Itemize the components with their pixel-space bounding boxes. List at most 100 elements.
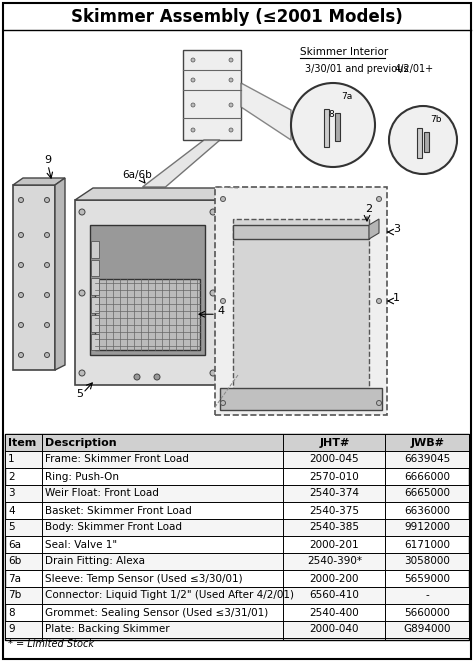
Circle shape	[45, 197, 49, 203]
Circle shape	[291, 83, 375, 167]
Text: Connector: Liquid Tight 1/2" (Used After 4/2/01): Connector: Liquid Tight 1/2" (Used After…	[45, 591, 294, 600]
Bar	[91, 297, 99, 313]
Text: 2540-390*: 2540-390*	[307, 557, 362, 567]
Text: 6636000: 6636000	[404, 506, 450, 516]
Bar	[324, 109, 329, 147]
Polygon shape	[55, 178, 65, 370]
Text: Plate: Backing Skimmer: Plate: Backing Skimmer	[45, 624, 170, 634]
Text: 2000-040: 2000-040	[310, 624, 359, 634]
Text: 2540-385: 2540-385	[310, 522, 359, 532]
Text: JWB#: JWB#	[410, 438, 444, 448]
Circle shape	[154, 374, 160, 380]
Circle shape	[134, 374, 140, 380]
Polygon shape	[241, 83, 291, 140]
Text: 7a: 7a	[341, 92, 352, 101]
Polygon shape	[75, 188, 238, 200]
Text: 9: 9	[8, 624, 15, 634]
Text: 2540-374: 2540-374	[310, 489, 359, 498]
Circle shape	[229, 78, 233, 82]
Circle shape	[18, 197, 24, 203]
Text: 5: 5	[76, 389, 83, 399]
Bar	[91, 334, 99, 350]
Bar	[335, 113, 340, 141]
Text: Frame: Skimmer Front Load: Frame: Skimmer Front Load	[45, 455, 189, 465]
Text: 8: 8	[8, 608, 15, 618]
Text: 6171000: 6171000	[404, 540, 450, 549]
Text: 6a: 6a	[8, 540, 21, 549]
Text: Seal: Valve 1": Seal: Valve 1"	[45, 540, 117, 549]
Text: 3/30/01 and previous: 3/30/01 and previous	[305, 64, 409, 74]
Circle shape	[191, 103, 195, 107]
Polygon shape	[143, 140, 220, 187]
Circle shape	[389, 106, 457, 174]
Text: Drain Fitting: Alexa: Drain Fitting: Alexa	[45, 557, 145, 567]
Bar	[5, 434, 469, 640]
Text: -: -	[425, 591, 429, 600]
Circle shape	[79, 370, 85, 376]
Circle shape	[191, 58, 195, 62]
Text: 1: 1	[393, 293, 400, 303]
Text: 8: 8	[328, 110, 334, 119]
Text: 5659000: 5659000	[404, 573, 450, 583]
Text: 3058000: 3058000	[404, 557, 450, 567]
Text: Body: Skimmer Front Load: Body: Skimmer Front Load	[45, 522, 182, 532]
Bar	[91, 278, 99, 295]
Circle shape	[220, 401, 226, 406]
Circle shape	[191, 128, 195, 132]
Text: 7b: 7b	[430, 115, 441, 124]
Circle shape	[210, 290, 216, 296]
Text: 6560-410: 6560-410	[310, 591, 359, 600]
Text: 2000-200: 2000-200	[310, 573, 359, 583]
Circle shape	[79, 290, 85, 296]
Circle shape	[191, 78, 195, 82]
Text: Description: Description	[45, 438, 117, 448]
Bar	[5, 451, 469, 468]
Bar	[91, 260, 99, 276]
Text: 4: 4	[8, 506, 15, 516]
Text: 2: 2	[365, 204, 372, 214]
Text: Skimmer Interior: Skimmer Interior	[300, 47, 388, 57]
Text: 1: 1	[8, 455, 15, 465]
Circle shape	[18, 322, 24, 328]
Text: G894000: G894000	[403, 624, 451, 634]
Bar	[5, 621, 469, 638]
Bar	[75, 200, 220, 385]
Bar	[95, 279, 200, 350]
Circle shape	[220, 299, 226, 303]
Text: 3: 3	[393, 224, 400, 234]
Bar	[5, 485, 469, 502]
Text: 9: 9	[45, 155, 52, 165]
Circle shape	[45, 352, 49, 357]
Bar	[424, 132, 429, 152]
Text: 6a/6b: 6a/6b	[123, 170, 152, 180]
Text: 6665000: 6665000	[404, 489, 450, 498]
Polygon shape	[369, 219, 379, 239]
Text: Grommet: Sealing Sensor (Used ≤3/31/01): Grommet: Sealing Sensor (Used ≤3/31/01)	[45, 608, 268, 618]
Text: 4/2/01+: 4/2/01+	[395, 64, 434, 74]
Bar	[417, 128, 422, 158]
Circle shape	[18, 293, 24, 297]
Text: Sleeve: Temp Sensor (Used ≤3/30/01): Sleeve: Temp Sensor (Used ≤3/30/01)	[45, 573, 243, 583]
Bar	[13, 185, 55, 370]
Bar	[215, 187, 387, 415]
Text: 2000-201: 2000-201	[310, 540, 359, 549]
Text: 6666000: 6666000	[404, 471, 450, 481]
Bar	[183, 50, 241, 140]
Bar	[90, 225, 205, 355]
Circle shape	[229, 128, 233, 132]
Text: 4: 4	[217, 307, 224, 316]
Circle shape	[45, 293, 49, 297]
Bar	[5, 553, 469, 570]
Text: 6b: 6b	[8, 557, 21, 567]
Text: 5: 5	[8, 522, 15, 532]
Text: 5660000: 5660000	[404, 608, 450, 618]
Text: 2: 2	[8, 471, 15, 481]
Bar	[5, 519, 469, 536]
Circle shape	[18, 232, 24, 238]
Text: * = Limited Stock: * = Limited Stock	[8, 639, 94, 649]
Circle shape	[45, 322, 49, 328]
Bar	[91, 315, 99, 332]
Polygon shape	[13, 178, 65, 185]
Bar	[220, 388, 382, 410]
Circle shape	[45, 232, 49, 238]
